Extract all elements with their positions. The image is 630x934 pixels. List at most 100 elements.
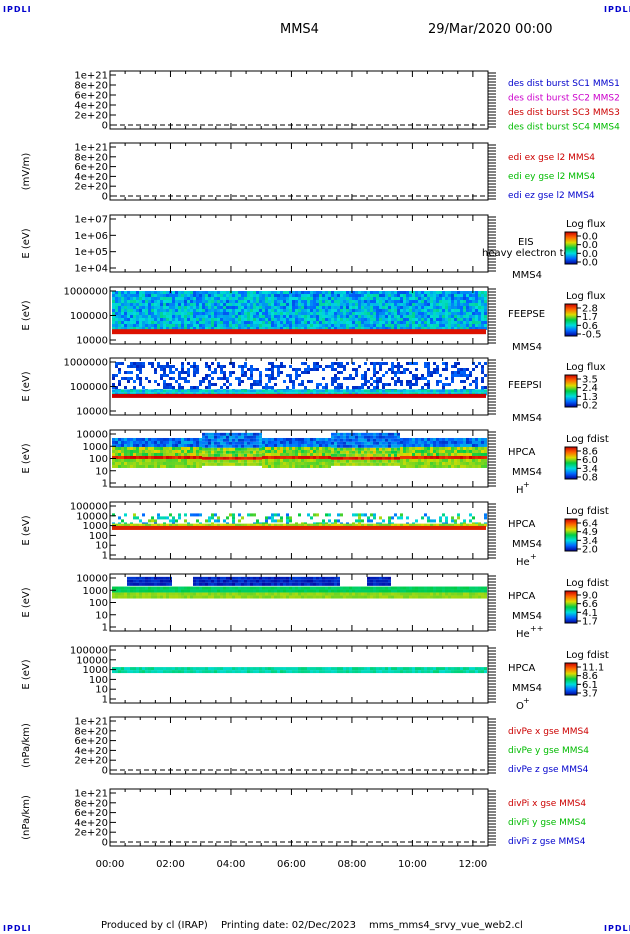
spectrogram-cell: [163, 589, 166, 593]
spectrogram-cell: [388, 303, 391, 306]
spectrogram-cell: [283, 297, 286, 300]
spectrogram-cell: [208, 453, 211, 457]
spectrogram-cell: [229, 324, 232, 327]
spectrogram-cell: [427, 516, 430, 520]
spectrogram-cell: [178, 437, 181, 441]
spectrogram-cell: [280, 449, 283, 453]
spectrogram-cell: [307, 300, 310, 303]
spectrogram-cell: [259, 318, 262, 321]
spectrogram-cell: [217, 462, 220, 466]
spectrogram-cell: [154, 582, 157, 586]
spectrogram-cell: [415, 309, 418, 312]
spectrogram-cell: [334, 438, 337, 442]
spectrogram-cell: [220, 592, 223, 596]
spectrogram-cell: [253, 589, 256, 593]
spectrogram-cell: [241, 306, 244, 309]
spectrogram-cell: [307, 392, 310, 396]
spectrogram-cell: [136, 592, 139, 596]
spectrogram-cell: [370, 523, 373, 527]
spectrogram-cell: [169, 312, 172, 315]
spectrogram-cell: [412, 437, 415, 441]
spectrogram-cell: [346, 444, 349, 448]
spectrogram-cell: [253, 441, 256, 445]
spectrogram-cell: [196, 306, 199, 309]
spectrogram-cell: [469, 309, 472, 312]
spectrogram-cell: [301, 437, 304, 441]
spectrogram-cell: [472, 327, 475, 330]
spectrogram-cell: [322, 315, 325, 318]
spectrogram-cell: [307, 380, 310, 383]
spectrogram-cell: [151, 297, 154, 300]
spectrogram-cell: [424, 297, 427, 300]
spectrogram-cell: [313, 458, 316, 462]
spectrogram-cell: [298, 318, 301, 321]
spectrogram-cell: [445, 519, 448, 523]
spectrogram-cell: [268, 464, 271, 468]
spectrogram-cell: [298, 383, 301, 386]
spectrogram-cell: [430, 303, 433, 306]
spectrogram-cell: [136, 389, 139, 393]
spectrogram-cell: [247, 321, 250, 324]
spectrogram-cell: [352, 309, 355, 312]
spectrogram-cell: [304, 446, 307, 450]
spectrogram-cell: [274, 446, 277, 450]
spectrogram-cell: [229, 444, 232, 448]
spectrogram-cell: [142, 315, 145, 318]
spectrogram-cell: [343, 300, 346, 303]
spectrogram-cell: [304, 303, 307, 306]
spectrogram-cell: [349, 450, 352, 454]
spectrogram-cell: [415, 368, 418, 371]
spectrogram-cell: [358, 321, 361, 324]
spectrogram-cell: [160, 437, 163, 441]
spectrogram-cell: [310, 368, 313, 371]
spectrogram-cell: [313, 368, 316, 371]
spectrogram-cell: [319, 300, 322, 303]
spectrogram-cell: [457, 449, 460, 453]
spectrogram-cell: [478, 318, 481, 321]
spectrogram-cell: [193, 461, 196, 465]
spectrogram-cell: [442, 446, 445, 450]
spectrogram-cell: [379, 389, 382, 393]
spectrogram-cell: [340, 432, 343, 436]
spectrogram-cell: [427, 294, 430, 297]
spectrogram-cell: [445, 446, 448, 450]
spectrogram-cell: [421, 309, 424, 312]
spectrogram-cell: [262, 461, 265, 465]
spectrogram-cell: [424, 443, 427, 447]
spectrogram-cell: [409, 318, 412, 321]
spectrogram-cell: [124, 291, 127, 294]
spectrogram-cell: [373, 513, 376, 517]
spectrogram-cell: [355, 513, 358, 517]
spectrogram-cell: [250, 321, 253, 324]
spectrogram-cell: [454, 443, 457, 447]
spectrogram-cell: [346, 291, 349, 294]
spectrogram-cell: [145, 327, 148, 330]
spectrogram-cell: [199, 455, 202, 459]
spectrogram-cell: [391, 315, 394, 318]
spectrogram-cell: [223, 438, 226, 442]
spectrogram-cell: [337, 294, 340, 297]
spectrogram-cell: [172, 464, 175, 468]
spectrogram-cell: [391, 306, 394, 309]
spectrogram-cell: [172, 309, 175, 312]
spectrogram-cell: [181, 312, 184, 315]
spectrogram-cell: [196, 327, 199, 330]
spectrogram-cell: [463, 437, 466, 441]
spectrogram-cell: [163, 437, 166, 441]
spectrogram-cell: [187, 586, 190, 590]
spectrogram-cell: [166, 516, 169, 520]
spectrogram-cell: [268, 392, 271, 396]
spectrogram-cell: [361, 435, 364, 439]
spectrogram-cell: [187, 291, 190, 294]
spectrogram-cell: [157, 327, 160, 330]
spectrogram-cell: [409, 452, 412, 456]
colorbar-tick-label: 8.6: [582, 447, 598, 458]
spectrogram-cell: [220, 371, 223, 374]
spectrogram-cell: [463, 321, 466, 324]
spectrogram-cell: [430, 443, 433, 447]
spectrogram-cell: [268, 309, 271, 312]
spectrogram-cell: [265, 586, 268, 590]
spectrogram-cell: [124, 327, 127, 330]
spectrogram-cell: [340, 459, 343, 463]
spectrogram-cell: [226, 309, 229, 312]
